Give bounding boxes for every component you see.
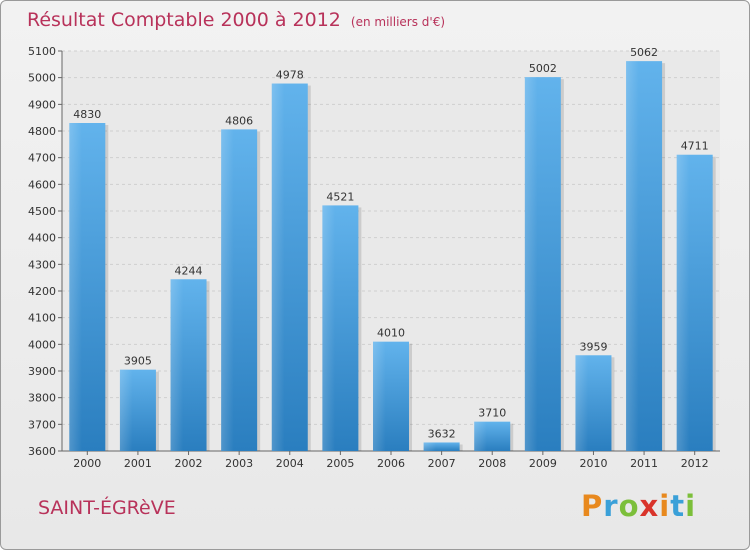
bar-highlight [221, 129, 234, 451]
x-tick-label-2000: 2000 [73, 457, 101, 470]
y-tick-label: 4800 [28, 125, 56, 138]
y-tick-label: 4000 [28, 338, 56, 351]
y-tick-label: 4200 [28, 285, 56, 298]
data-label-2011: 5062 [630, 46, 658, 59]
bars-group [69, 61, 716, 452]
labels-group: 4830 2000 3905 2001 4244 2002 4806 2003 4978 2004… [73, 46, 708, 470]
x-tick-label-2009: 2009 [529, 457, 557, 470]
bar-highlight [119, 369, 133, 451]
y-tick-label: 5100 [28, 45, 56, 58]
y-tick-label: 4600 [28, 178, 56, 191]
commune-name: SAINT-ÉGRèVE [38, 497, 176, 519]
bar-highlight [626, 61, 639, 452]
data-label-2012: 4711 [681, 140, 709, 153]
x-tick-label-2010: 2010 [579, 457, 607, 470]
x-tick-label-2007: 2007 [428, 457, 456, 470]
bar-highlight [474, 421, 487, 451]
y-tick-label: 3600 [28, 445, 56, 458]
y-tick-label: 4900 [28, 98, 56, 111]
data-label-2010: 3959 [579, 340, 607, 353]
x-tick-label-2004: 2004 [276, 457, 304, 470]
y-tick-label: 3900 [28, 365, 56, 378]
chart-subtitle: (en milliers d'€) [350, 15, 446, 29]
data-label-2005: 4521 [326, 190, 354, 203]
y-tick-label: 5000 [28, 72, 56, 85]
data-label-2000: 4830 [73, 108, 101, 121]
bar-2007 [423, 442, 460, 451]
data-label-2009: 5002 [529, 62, 557, 75]
x-tick-label-2011: 2011 [630, 457, 658, 470]
data-label-2003: 4806 [225, 114, 253, 127]
bar-highlight [423, 442, 437, 451]
y-tick-label: 4300 [28, 258, 56, 271]
y-tick-label: 4400 [28, 232, 56, 245]
y-tick-label: 4100 [28, 312, 56, 325]
data-label-2006: 4010 [377, 327, 405, 340]
bar-highlight [69, 123, 82, 451]
bar-highlight [170, 279, 184, 451]
bar-highlight [373, 341, 386, 451]
y-tick-label: 3800 [28, 392, 56, 405]
data-label-2001: 3905 [124, 355, 152, 368]
y-tick-label: 4700 [28, 152, 56, 165]
x-tick-label-2008: 2008 [478, 457, 506, 470]
data-label-2008: 3710 [478, 407, 506, 420]
data-label-2002: 4244 [175, 264, 203, 277]
x-tick-label-2012: 2012 [681, 457, 709, 470]
bar-highlight [676, 154, 690, 451]
x-tick-label-2001: 2001 [124, 457, 152, 470]
bar-highlight [271, 83, 285, 452]
x-tick-label-2003: 2003 [225, 457, 253, 470]
data-label-2004: 4978 [276, 69, 304, 82]
chart-title-text: Résultat Comptable 2000 à 2012 [27, 9, 341, 31]
y-tick-label: 3700 [28, 418, 56, 431]
chart-title: Résultat Comptable 2000 à 2012 (en millie… [27, 9, 445, 31]
bar-highlight [575, 355, 589, 451]
proxiti-logo: Proxiti [581, 489, 697, 523]
x-tick-label-2002: 2002 [175, 457, 203, 470]
x-tick-label-2006: 2006 [377, 457, 405, 470]
x-tick-label-2005: 2005 [326, 457, 354, 470]
bar-highlight [322, 205, 335, 451]
bar-highlight [524, 77, 538, 451]
data-label-2007: 3632 [428, 427, 456, 440]
y-tick-label: 4500 [28, 205, 56, 218]
